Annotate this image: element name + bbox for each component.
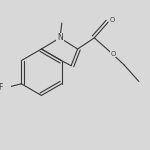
Text: N: N (57, 33, 63, 42)
Text: F: F (0, 83, 2, 92)
Text: O: O (110, 51, 116, 57)
Text: O: O (109, 17, 115, 23)
